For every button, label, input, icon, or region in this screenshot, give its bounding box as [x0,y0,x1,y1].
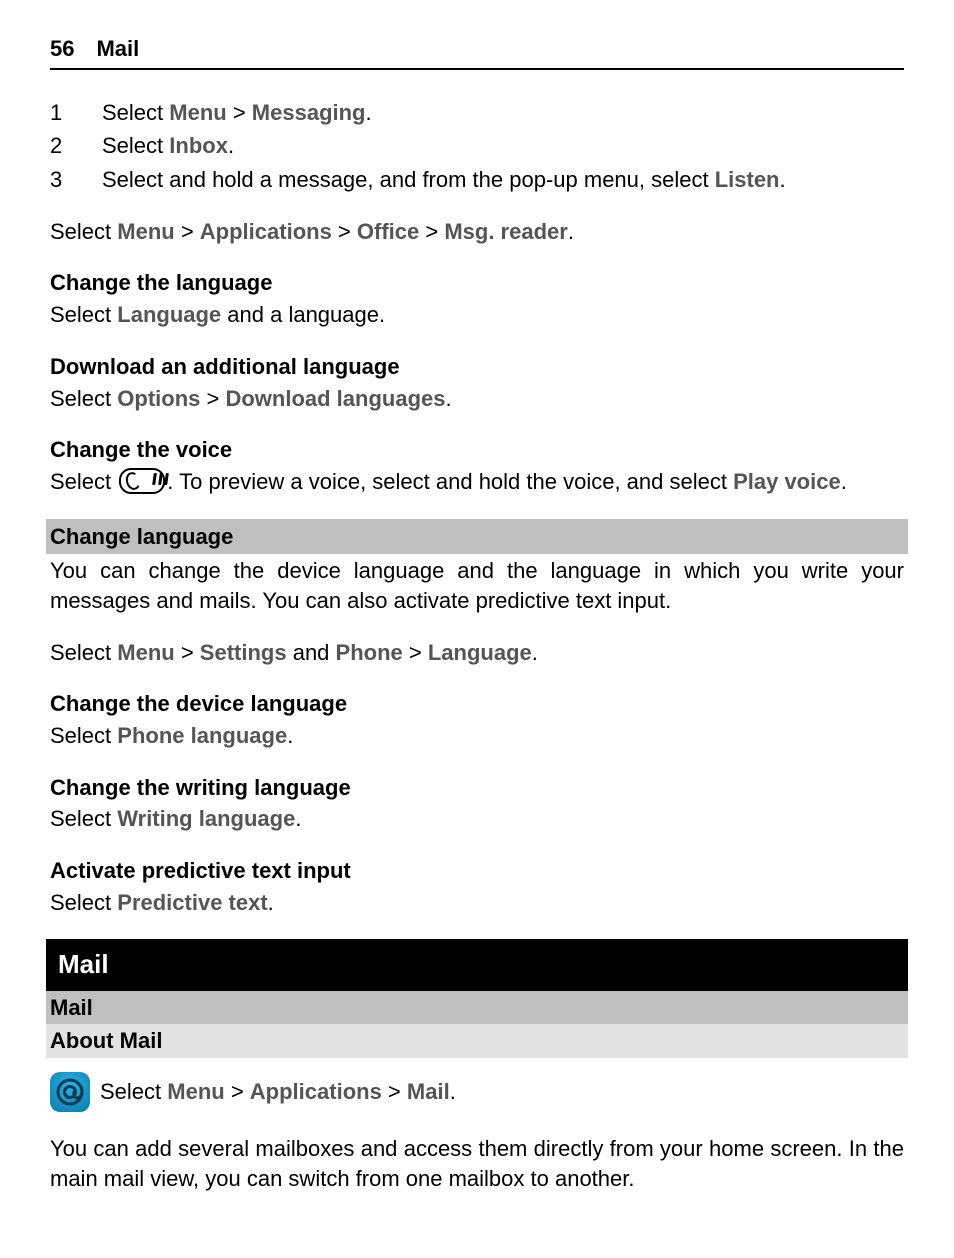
step-text: Select Inbox. [102,131,234,161]
chapter-bar-mail: Mail [46,939,908,990]
mail-path-line: Select Menu > Applications > Mail. [50,1072,904,1112]
subsection-title: Change the language [50,268,904,298]
subsection-download-language: Download an additional language Select O… [50,352,904,413]
subsection-writing-language: Change the writing language Select Writi… [50,773,904,834]
subsection-body: Select Predictive text. [50,888,904,918]
subsection-predictive-text: Activate predictive text input Select Pr… [50,856,904,917]
step-item: 2 Select Inbox. [50,131,904,161]
voice-icon [119,468,165,494]
step-text: Select and hold a message, and from the … [102,165,786,195]
section-bar-about-mail: About Mail [46,1024,908,1058]
nav-path-settings: Select Menu > Settings and Phone > Langu… [50,638,904,668]
page: 56 Mail 1 Select Menu > Messaging. 2 Sel… [0,0,954,1255]
subsection-body: Select . To preview a voice, select and … [50,467,904,497]
mail-path-text: Select Menu > Applications > Mail. [100,1077,456,1107]
section-title: Mail [96,34,139,64]
subsection-change-language: Change the language Select Language and … [50,268,904,329]
steps-list: 1 Select Menu > Messaging. 2 Select Inbo… [50,98,904,195]
step-number: 1 [50,98,68,128]
subsection-title: Download an additional language [50,352,904,382]
subsection-title: Change the writing language [50,773,904,803]
subsection-body: Select Language and a language. [50,300,904,330]
subsection-body: Select Writing language. [50,804,904,834]
step-item: 3 Select and hold a message, and from th… [50,165,904,195]
subsection-title: Change the voice [50,435,904,465]
subsection-body: Select Options > Download languages. [50,384,904,414]
page-number: 56 [50,34,74,64]
at-sign-icon [50,1072,90,1112]
subsection-title: Change the device language [50,689,904,719]
step-item: 1 Select Menu > Messaging. [50,98,904,128]
subsection-change-voice: Change the voice Select . To preview a v… [50,435,904,496]
section-body: You can change the device language and t… [50,556,904,615]
nav-path: Select Menu > Applications > Office > Ms… [50,217,904,247]
step-number: 3 [50,165,68,195]
section-bar-change-language: Change language [46,519,908,555]
running-head: 56 Mail [50,34,904,70]
subsection-title: Activate predictive text input [50,856,904,886]
mail-body: You can add several mailboxes and access… [50,1134,904,1193]
subsection-body: Select Phone language. [50,721,904,751]
step-number: 2 [50,131,68,161]
subsection-device-language: Change the device language Select Phone … [50,689,904,750]
section-bar-mail: Mail [46,991,908,1025]
step-text: Select Menu > Messaging. [102,98,372,128]
